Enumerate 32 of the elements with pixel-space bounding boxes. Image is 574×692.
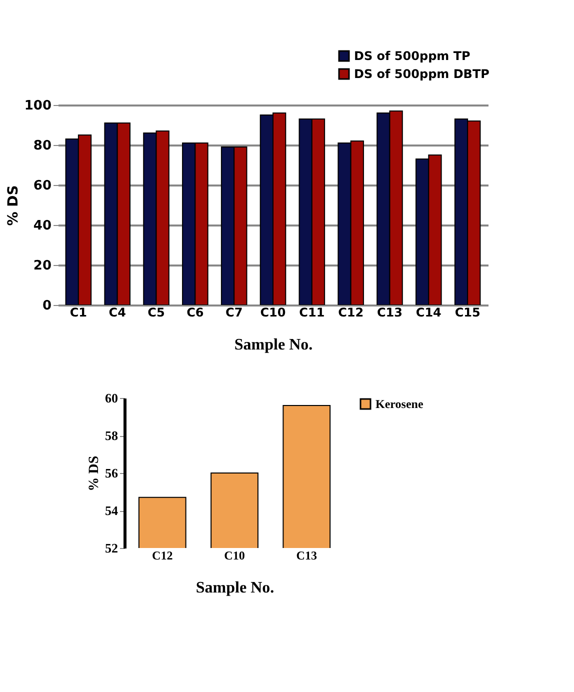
x-tick-label: C11 xyxy=(299,306,325,320)
y-axis-title: % DS xyxy=(5,185,22,226)
y-tick-label: 80 xyxy=(33,138,52,154)
y-tick-label: 60 xyxy=(105,390,118,406)
y-tick-label: 56 xyxy=(105,466,118,480)
legend-label: DS of 500ppm TP xyxy=(354,49,471,63)
legend-label: Kerosene xyxy=(376,397,424,411)
y-tick-label: 58 xyxy=(105,428,118,443)
x-tick-label: C7 xyxy=(226,306,243,320)
x-axis-title: Sample No. xyxy=(234,336,313,354)
x-tick-label: C15 xyxy=(454,306,480,320)
x-tick-label: C10 xyxy=(224,548,245,562)
y-tick-label: 100 xyxy=(24,98,52,114)
y-tick-label: 20 xyxy=(33,258,52,274)
x-axis-title: Sample No. xyxy=(196,580,274,596)
y-tick-label: 0 xyxy=(42,298,52,314)
x-tick-label: C13 xyxy=(296,548,317,562)
x-tick-label: C4 xyxy=(108,306,126,320)
y-tick-label: 52 xyxy=(105,540,118,556)
x-tick-label: C1 xyxy=(70,306,88,320)
x-tick-label: C10 xyxy=(260,306,286,320)
x-tick-label: C6 xyxy=(186,306,204,320)
y-tick-label: 40 xyxy=(33,218,52,234)
x-tick-label: C5 xyxy=(148,306,165,320)
x-tick-label: C12 xyxy=(152,548,173,562)
x-tick-label: C13 xyxy=(376,306,402,320)
x-tick-label: C12 xyxy=(338,306,364,320)
legend-label: DS of 500ppm DBTP xyxy=(354,67,490,81)
y-tick-label: 60 xyxy=(33,178,52,194)
y-axis-title: % DS xyxy=(87,456,102,492)
x-tick-label: C14 xyxy=(416,306,442,320)
y-tick-label: 54 xyxy=(105,503,118,518)
